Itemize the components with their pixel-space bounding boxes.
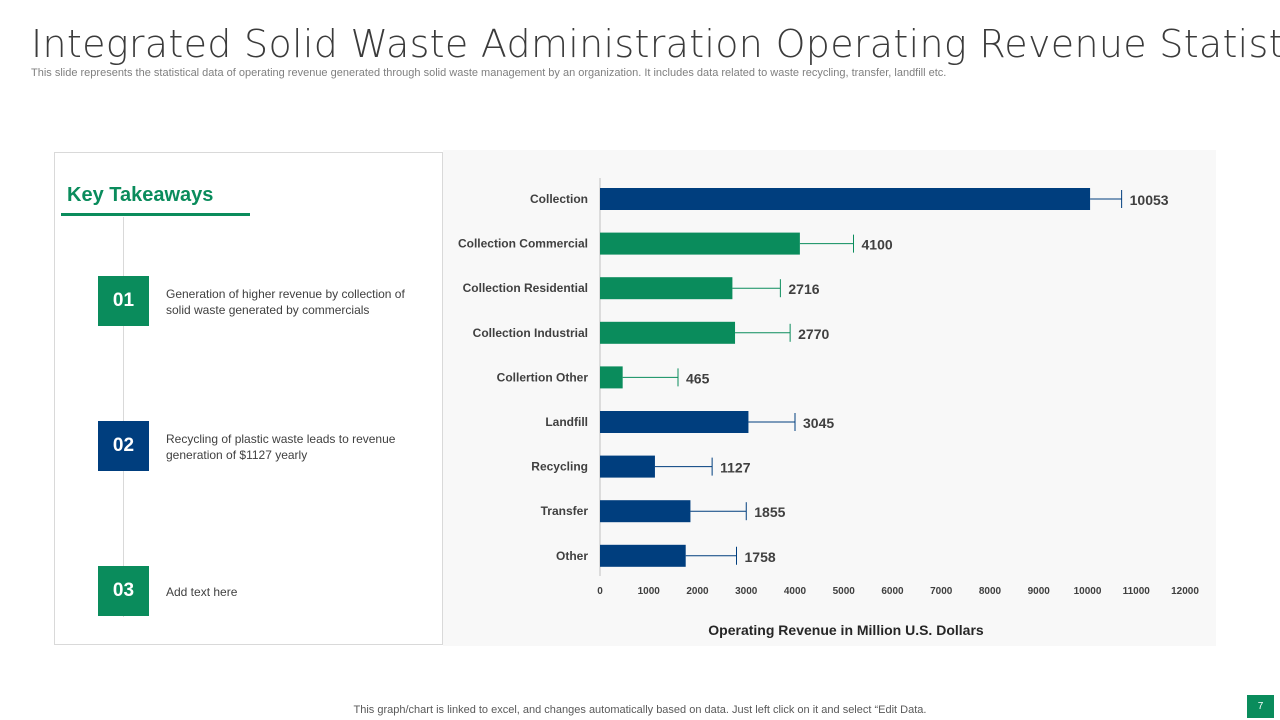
data-label: 1127 bbox=[720, 460, 751, 476]
page-number: 7 bbox=[1247, 695, 1274, 718]
category-label: Collection Commercial bbox=[458, 237, 588, 251]
data-label: 465 bbox=[686, 370, 710, 386]
bar bbox=[600, 232, 800, 255]
x-axis-label: Operating Revenue in Million U.S. Dollar… bbox=[708, 622, 984, 638]
bar bbox=[600, 277, 733, 300]
category-label: Collection Residential bbox=[463, 281, 588, 295]
bar bbox=[600, 321, 736, 344]
chart-area bbox=[443, 150, 1216, 646]
footer-note: This graph/chart is linked to excel, and… bbox=[353, 704, 927, 716]
bar bbox=[600, 544, 686, 567]
bar bbox=[600, 455, 655, 478]
page-subtitle: This slide represents the statistical da… bbox=[31, 67, 947, 79]
takeaway-number-2: 02 bbox=[98, 421, 149, 471]
category-label: Recycling bbox=[531, 460, 588, 474]
x-tick-label: 10000 bbox=[1074, 586, 1102, 597]
x-tick-label: 2000 bbox=[686, 586, 709, 597]
data-label: 2770 bbox=[798, 326, 829, 342]
takeaway-text-1: Generation of higher revenue by collecti… bbox=[166, 287, 405, 317]
timeline-line bbox=[123, 217, 124, 617]
page-title: Integrated Solid Waste Administration Op… bbox=[31, 22, 1280, 66]
category-label: Collection Industrial bbox=[473, 326, 588, 340]
key-takeaways-title: Key Takeaways bbox=[67, 184, 214, 206]
category-label: Collertion Other bbox=[497, 370, 589, 384]
category-label: Transfer bbox=[541, 504, 589, 518]
data-label: 1855 bbox=[754, 504, 785, 520]
category-label: Collection bbox=[530, 192, 588, 206]
bar bbox=[600, 411, 749, 433]
takeaway-number-1: 01 bbox=[98, 276, 149, 326]
category-label: Other bbox=[556, 549, 588, 563]
x-tick-label: 3000 bbox=[735, 586, 758, 597]
x-tick-label: 0 bbox=[597, 586, 603, 597]
x-tick-label: 9000 bbox=[1028, 586, 1051, 597]
data-label: 1758 bbox=[745, 549, 776, 565]
data-label: 10053 bbox=[1130, 192, 1169, 208]
takeaway-text-3: Add text here bbox=[166, 585, 238, 599]
data-label: 4100 bbox=[862, 237, 893, 253]
x-tick-label: 1000 bbox=[638, 586, 661, 597]
x-tick-label: 8000 bbox=[979, 586, 1002, 597]
data-label: 2716 bbox=[788, 281, 819, 297]
bar bbox=[600, 188, 1091, 210]
takeaway-text-2: Recycling of plastic waste leads to reve… bbox=[166, 432, 396, 462]
bar bbox=[600, 500, 691, 523]
x-tick-label: 12000 bbox=[1171, 586, 1199, 597]
x-tick-label: 7000 bbox=[930, 586, 953, 597]
x-tick-label: 5000 bbox=[833, 586, 856, 597]
bar bbox=[600, 366, 623, 389]
data-label: 3045 bbox=[803, 415, 834, 431]
takeaway-number-3: 03 bbox=[98, 566, 149, 616]
key-takeaways-panel: Key Takeaways 01 Generation of higher re… bbox=[54, 152, 443, 645]
x-tick-label: 6000 bbox=[881, 586, 904, 597]
key-takeaways-underline bbox=[61, 213, 250, 216]
x-tick-label: 11000 bbox=[1123, 586, 1151, 597]
x-tick-label: 4000 bbox=[784, 586, 807, 597]
category-label: Landfill bbox=[545, 415, 588, 429]
